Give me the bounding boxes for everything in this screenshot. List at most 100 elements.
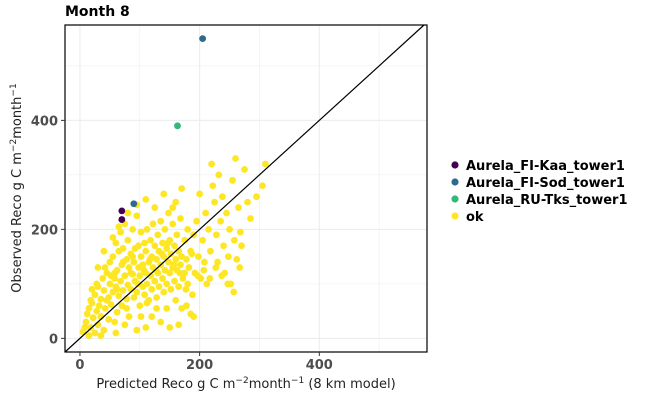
data-point (135, 242, 142, 250)
data-point (178, 185, 186, 192)
legend-label: Aurela_FI-Kaa_tower1 (466, 159, 625, 174)
data-point (151, 204, 159, 211)
data-point (172, 255, 180, 263)
data-point (233, 255, 241, 263)
data-point (230, 288, 238, 296)
data-point (262, 160, 269, 168)
y-tick-label: 200 (31, 223, 58, 238)
data-point (226, 225, 233, 233)
chart-title: Month 8 (65, 4, 130, 20)
data-point (137, 313, 145, 320)
data-point (118, 207, 126, 215)
data-point (143, 225, 151, 233)
data-point (236, 228, 244, 236)
data-point (101, 264, 109, 271)
data-point (105, 294, 113, 301)
data-point (117, 228, 125, 236)
data-point (194, 272, 202, 280)
data-point (158, 250, 166, 258)
data-point (100, 326, 108, 334)
y-tick-label: 400 (31, 114, 58, 129)
data-point (115, 292, 123, 300)
data-point (181, 269, 189, 277)
data-point (151, 242, 159, 250)
legend-swatch (451, 178, 459, 186)
data-point (146, 255, 154, 263)
data-point (157, 217, 165, 225)
data-point (160, 288, 168, 296)
panel-border (64, 24, 428, 353)
data-point (199, 236, 207, 244)
axes: 0 200 400 0 200 400 (31, 114, 333, 373)
data-point (238, 242, 245, 250)
data-point (163, 305, 171, 312)
legend-label: ok (466, 210, 484, 225)
data-point (100, 287, 108, 294)
data-point (82, 318, 90, 326)
data-point (160, 190, 168, 198)
data-point (100, 247, 108, 255)
data-point (121, 321, 129, 329)
identity-line (64, 24, 425, 353)
data-point (149, 220, 157, 228)
data-point (164, 239, 172, 247)
data-point (167, 285, 175, 293)
data-point (171, 242, 178, 250)
data-point (119, 245, 127, 252)
data-point (214, 258, 221, 266)
data-point (218, 193, 226, 201)
data-point (130, 258, 138, 266)
data-point (202, 209, 210, 217)
data-point (193, 217, 201, 225)
data-point (218, 272, 226, 280)
data-point (111, 318, 119, 326)
data-point (123, 305, 131, 312)
data-point (147, 272, 154, 280)
data-point (223, 209, 230, 217)
data-point (142, 196, 150, 203)
data-point (153, 294, 160, 301)
data-point (209, 182, 217, 190)
data-point (141, 239, 148, 247)
data-point (211, 198, 218, 206)
data-point (200, 266, 208, 274)
data-point (189, 291, 196, 299)
data-point (182, 285, 190, 293)
data-point (163, 245, 171, 252)
data-point (85, 305, 93, 312)
data-point (107, 301, 115, 308)
data-point (170, 261, 178, 269)
data-point (109, 234, 117, 241)
data-point (195, 253, 202, 261)
data-point (142, 247, 150, 255)
data-point (113, 285, 121, 293)
legend-swatch (451, 212, 459, 220)
data-point (133, 288, 141, 296)
data-point (101, 305, 109, 312)
data-point (175, 321, 183, 329)
data-point (85, 332, 93, 340)
data-point (199, 35, 207, 43)
data-point (208, 160, 215, 168)
data-point (115, 223, 123, 231)
data-point (171, 277, 178, 285)
data-point (153, 255, 160, 263)
data-point (163, 280, 171, 288)
legend-label: Aurela_FI-Sod_tower1 (466, 176, 625, 191)
data-point (232, 155, 239, 162)
data-point (125, 264, 133, 271)
data-point (97, 332, 105, 340)
data-point (154, 231, 162, 239)
data-point (185, 264, 193, 271)
data-point (175, 283, 183, 290)
data-point (112, 329, 120, 337)
data-point (112, 239, 120, 247)
data-point (153, 305, 160, 312)
data-point (121, 272, 129, 280)
data-point (179, 275, 187, 282)
data-point (215, 171, 223, 179)
data-point (139, 261, 147, 269)
data-point (129, 253, 137, 261)
data-point (147, 236, 154, 244)
data-point (136, 272, 144, 280)
